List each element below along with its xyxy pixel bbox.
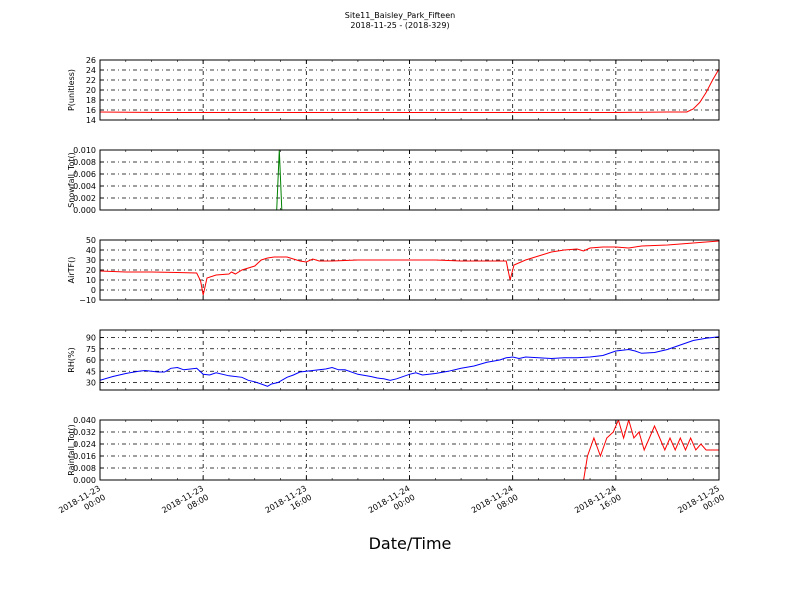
panel-4: 30 45 60 75 90 RH(%) <box>67 329 720 391</box>
y-axis-label: Snowfall_Tot() <box>67 152 76 208</box>
y-tick-label: 60 <box>86 356 96 365</box>
y-tick-label: 0.004 <box>73 182 96 191</box>
y-tick-label: 0.002 <box>73 194 96 203</box>
y-tick-label: 90 <box>86 334 96 343</box>
y-tick-label: 0.000 <box>73 476 96 485</box>
chart-subtitle: 2018-11-25 - (2018-329) <box>350 21 450 30</box>
y-tick-label: 22 <box>86 76 96 85</box>
y-tick-label: 0.008 <box>73 464 96 473</box>
panel-frame <box>99 419 720 481</box>
x-tick-label: 2018-11-2308:00 <box>160 484 210 524</box>
x-axis-title: Date/Time <box>368 534 452 553</box>
x-tick-label: 2018-11-2400:00 <box>367 484 417 524</box>
y-axis-label: AirTF() <box>67 257 76 284</box>
y-tick-label: 14 <box>86 116 96 125</box>
y-tick-label: 20 <box>86 86 96 95</box>
y-tick-label: 0.000 <box>73 206 96 215</box>
y-tick-label: 30 <box>86 379 96 388</box>
y-tick-label: 45 <box>86 367 96 376</box>
y-tick-label: 20 <box>86 266 96 275</box>
y-tick-label: 0.032 <box>73 428 96 437</box>
y-tick-label: 0.010 <box>73 146 96 155</box>
series-line <box>100 420 719 480</box>
y-tick-label: 0.006 <box>73 170 96 179</box>
y-tick-label: 50 <box>86 236 96 245</box>
x-tick-label: 2018-11-2300:00 <box>57 484 107 524</box>
y-tick-label: 0.016 <box>73 452 96 461</box>
x-tick-label: 2018-11-2500:00 <box>676 484 726 524</box>
x-tick-label: 2018-11-2416:00 <box>573 484 623 524</box>
y-tick-label: 18 <box>86 96 96 105</box>
series-line <box>100 336 719 387</box>
panel-5: 0.000 0.008 0.016 0.024 0.032 0.040Rainfall_T… <box>67 416 720 485</box>
y-axis-label: RH(%) <box>67 347 76 372</box>
y-tick-label: 0.008 <box>73 158 96 167</box>
y-axis-label: P(unitless) <box>67 69 76 111</box>
y-tick-label: 24 <box>86 66 96 75</box>
y-tick-label: −10 <box>79 296 96 305</box>
chart-title: Site11_Baisley_Park_Fifteen <box>344 11 456 20</box>
y-tick-label: 40 <box>86 246 96 255</box>
x-tick-label: 2018-11-2408:00 <box>470 484 520 524</box>
panel-2: 0.000 0.002 0.004 0.006 0.008 0.010Snowfall_T… <box>67 146 720 215</box>
y-tick-label: 30 <box>86 256 96 265</box>
panel-frame <box>99 149 720 211</box>
series-line <box>100 68 719 113</box>
y-tick-label: 0.024 <box>73 440 96 449</box>
y-tick-label: 16 <box>86 106 96 115</box>
y-tick-label: 26 <box>86 56 96 65</box>
y-tick-label: 10 <box>86 276 96 285</box>
y-tick-label: 0.040 <box>73 416 96 425</box>
y-tick-label: 75 <box>86 345 96 354</box>
x-tick-label: 2018-11-2316:00 <box>264 484 314 524</box>
y-axis-label: Rainfall_Tot() <box>67 424 76 476</box>
series-line <box>100 240 719 296</box>
y-tick-label: 0 <box>91 286 96 295</box>
